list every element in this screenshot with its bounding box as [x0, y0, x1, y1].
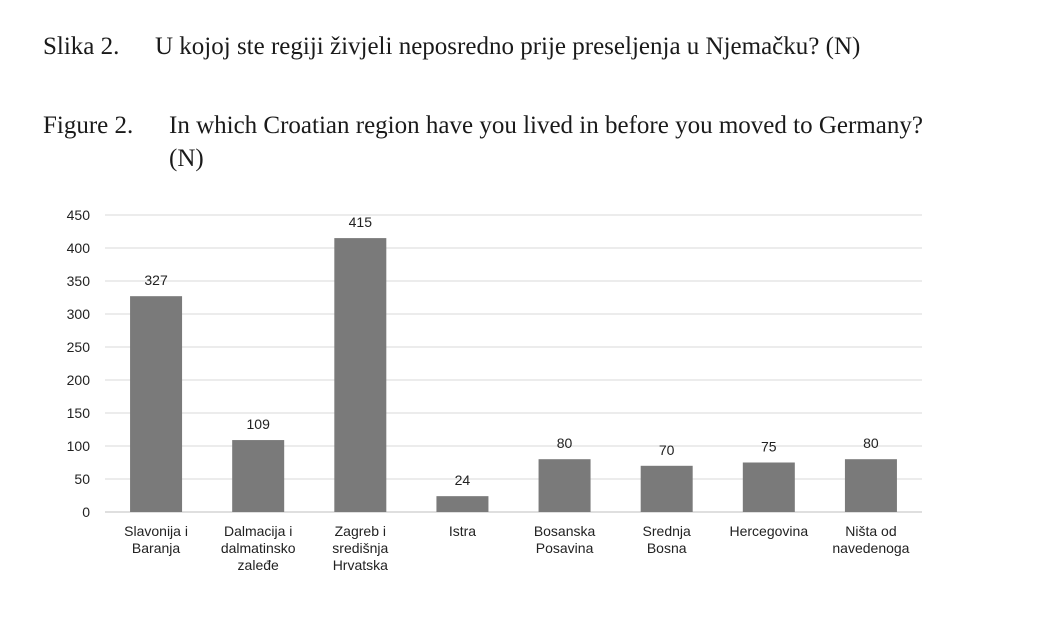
x-tick-label-line: Hrvatska [333, 557, 388, 573]
caption-croatian-text: U kojoj ste regiji živjeli neposredno pr… [155, 33, 861, 60]
caption-croatian: Slika 2. U kojoj ste regiji živjeli nepo… [43, 30, 1003, 100]
x-tick-label-line: navedenoga [832, 540, 909, 556]
bar [334, 238, 387, 512]
data-label: 70 [659, 442, 675, 458]
caption-english-label: Figure 2. [43, 112, 134, 139]
x-tick-label-line: dalmatinsko [221, 540, 296, 556]
data-label: 24 [455, 472, 471, 488]
x-tick-label: Hercegovina [730, 523, 809, 539]
bar [844, 459, 897, 512]
x-tick-label-line: Ništa od [845, 523, 896, 539]
x-tick-label: Bosanska Posavina [534, 523, 596, 556]
x-tick-label: Srednja Bosna [643, 523, 691, 556]
x-tick-label-line: Bosna [647, 540, 687, 556]
data-label: 75 [761, 439, 777, 455]
data-label: 109 [247, 416, 271, 432]
caption-english: Figure 2. In which Croatian region have … [43, 109, 1003, 179]
data-label: 327 [144, 272, 168, 288]
bar [232, 440, 285, 512]
y-tick-label: 0 [82, 504, 90, 520]
x-tick-label-line: Slavonija i [124, 523, 188, 539]
x-tick-label: Istra [449, 523, 476, 539]
y-tick-label: 150 [67, 405, 91, 421]
x-tick-label: Slavonija i Baranja [124, 523, 188, 556]
x-tick-label-line: središnja [332, 540, 388, 556]
x-tick-label-line: Hercegovina [730, 523, 809, 539]
bar [538, 459, 591, 512]
x-tick-label-line: Posavina [536, 540, 594, 556]
x-tick-label-line: Srednja [643, 523, 691, 539]
bar [742, 462, 795, 512]
x-tick-label-line: Baranja [132, 540, 180, 556]
bar [640, 465, 693, 512]
y-tick-label: 100 [67, 438, 91, 454]
x-tick-label: Zagreb i središnja Hrvatska [332, 523, 388, 573]
data-label: 80 [863, 435, 879, 451]
y-tick-label: 250 [67, 339, 91, 355]
y-tick-label: 50 [74, 471, 90, 487]
x-tick-label: Dalmacija i dalmatinsko zaleđe [221, 523, 296, 573]
y-tick-label: 200 [67, 372, 91, 388]
bar-chart: 0 50 100 150 200 250 300 350 400 450 327 Slavonija … [67, 207, 922, 573]
data-label: 415 [349, 214, 373, 230]
caption-croatian-label: Slika 2. [43, 33, 120, 60]
x-tick-label-line: Dalmacija i [224, 523, 292, 539]
y-tick-label: 350 [67, 273, 91, 289]
x-tick-label-line: Zagreb i [335, 523, 386, 539]
bar [436, 496, 489, 512]
x-tick-label-line: Istra [449, 523, 476, 539]
x-tick-label: Ništa od navedenoga [832, 523, 909, 556]
x-tick-label-line: Bosanska [534, 523, 596, 539]
caption-english-text: In which Croatian region have you lived … [169, 112, 923, 172]
x-tick-label-line: zaleđe [238, 557, 279, 573]
y-tick-label: 400 [67, 240, 91, 256]
data-label: 80 [557, 435, 573, 451]
bar [130, 296, 183, 512]
y-tick-label: 300 [67, 306, 91, 322]
y-tick-label: 450 [67, 207, 91, 223]
